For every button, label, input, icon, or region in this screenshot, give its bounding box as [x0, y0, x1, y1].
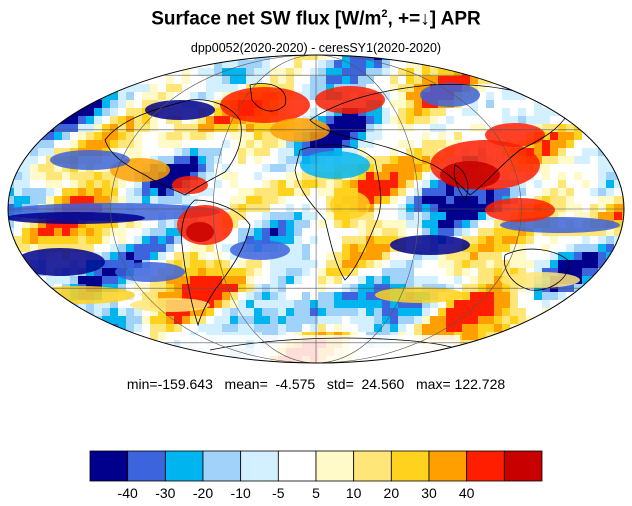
colorbar-label: 30	[421, 485, 437, 501]
stats-line: min=-159.643 mean= -4.575 std= 24.560 ma…	[0, 376, 632, 392]
plot-subtitle: dpp0052(2020-2020) - ceresSY1(2020-2020)	[190, 41, 442, 55]
stat-min: min=-159.643	[126, 376, 213, 392]
map-field	[8, 55, 624, 363]
colorbar-label: -20	[193, 485, 213, 501]
colorbar-box	[240, 450, 279, 482]
colorbar-label: -40	[118, 485, 138, 501]
colorbar-box	[503, 450, 543, 482]
colorbar-box	[277, 450, 317, 482]
colorbar-label: 5	[312, 485, 320, 501]
colorbar-label: 20	[384, 485, 400, 501]
title-main: Surface net SW flux [W/m	[151, 8, 382, 30]
colorbar-box	[127, 450, 166, 482]
colorbar-box	[89, 450, 129, 482]
colorbar-label: 10	[346, 485, 362, 501]
colorbar-box	[466, 450, 505, 482]
colorbar-box	[390, 450, 430, 482]
plot-title: Surface net SW flux [W/m2, +=↓] APR	[0, 8, 632, 30]
colorbar-boxes	[89, 450, 543, 482]
colorbar-label: -5	[272, 485, 285, 501]
map-outline	[7, 54, 625, 364]
colorbar-box	[353, 450, 392, 482]
colorbar-label: 40	[459, 485, 475, 501]
colorbar-box	[202, 450, 242, 482]
stat-max: max= 122.728	[416, 376, 506, 392]
title-suffix: , +=↓] APR	[387, 8, 481, 30]
colorbar-labels: -40 -30 -20 -10 -5 5 10 20 30 40	[118, 485, 475, 501]
colorbar-label: -10	[231, 485, 251, 501]
stat-std: std= 24.560	[326, 376, 405, 392]
colorbar-box	[315, 450, 355, 482]
title-superscript: 2	[381, 8, 388, 20]
colorbar-box	[164, 450, 204, 482]
stat-mean: mean= -4.575	[224, 376, 316, 392]
colorbar-box	[428, 450, 468, 482]
coastlines	[104, 83, 571, 351]
colorbar-label: -30	[155, 485, 175, 501]
